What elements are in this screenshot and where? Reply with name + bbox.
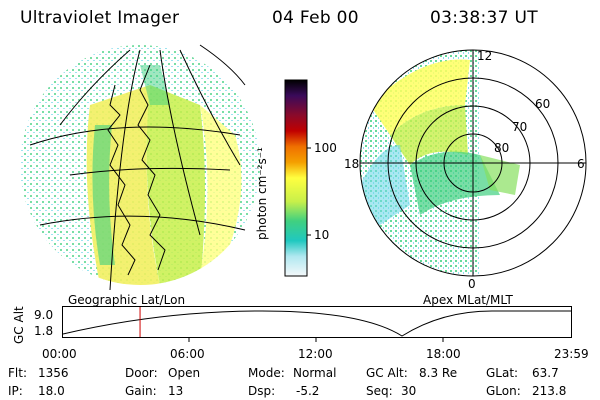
time-tick-1200: 12:00 [298, 347, 333, 361]
door-label: Door: [125, 366, 158, 380]
mlt-label-12: 12 [477, 49, 493, 63]
glat-label: GLat: [486, 366, 519, 380]
geographic-map [20, 44, 260, 291]
altitude-ytick-high: 9.0 [34, 308, 54, 322]
polar-caption: Apex MLat/MLT [423, 293, 513, 307]
time-tick-0600: 06:00 [170, 347, 205, 361]
flt-value: 1356 [38, 366, 69, 380]
ip-value: 18.0 [38, 384, 65, 398]
time-tick-1800: 18:00 [426, 347, 461, 361]
glon-value: 213.8 [532, 384, 567, 398]
gain-value: 13 [168, 384, 184, 398]
mlt-label-6: 6 [577, 157, 585, 171]
gcalt-label: GC Alt: [366, 366, 408, 380]
seq-label: Seq: [366, 384, 393, 398]
ip-label: IP: [8, 384, 23, 398]
seq-value: 30 [401, 384, 417, 398]
altitude-plot [62, 306, 572, 342]
instrument-title: Ultraviolet Imager [20, 8, 180, 28]
colorbar-tick-10: 10 [314, 228, 330, 242]
flt-label: Flt: [8, 366, 27, 380]
altitude-ylabel: GC Alt [12, 306, 26, 344]
glat-value: 63.7 [532, 366, 559, 380]
date-label: 04 Feb 00 [272, 8, 359, 28]
gain-label: Gain: [125, 384, 157, 398]
door-value: Open [168, 366, 201, 380]
polar-map [359, 49, 587, 277]
time-tick-2359: 23:59 [554, 347, 589, 361]
colorbar-tick-100: 100 [314, 141, 337, 155]
time-label: 03:38:37 UT [430, 8, 538, 28]
glon-label: GLon: [486, 384, 521, 398]
mode-value: Normal [293, 366, 337, 380]
colorbar-label: photon cm⁻²s⁻¹ [255, 147, 269, 240]
gcalt-value: 8.3 Re [419, 366, 458, 380]
mlt-label-0: 0 [468, 277, 476, 291]
lat-label-60: 60 [535, 97, 551, 111]
geographic-caption: Geographic Lat/Lon [68, 293, 186, 307]
lat-label-80: 80 [494, 141, 510, 155]
time-tick-0000: 00:00 [42, 347, 77, 361]
lat-label-70: 70 [512, 120, 528, 134]
colorbar [284, 79, 311, 277]
mlt-label-18: 18 [344, 157, 360, 171]
dsp-value: -5.2 [296, 384, 320, 398]
mode-label: Mode: [248, 366, 285, 380]
altitude-ytick-low: 1.8 [34, 324, 54, 338]
dsp-label: Dsp: [248, 384, 276, 398]
